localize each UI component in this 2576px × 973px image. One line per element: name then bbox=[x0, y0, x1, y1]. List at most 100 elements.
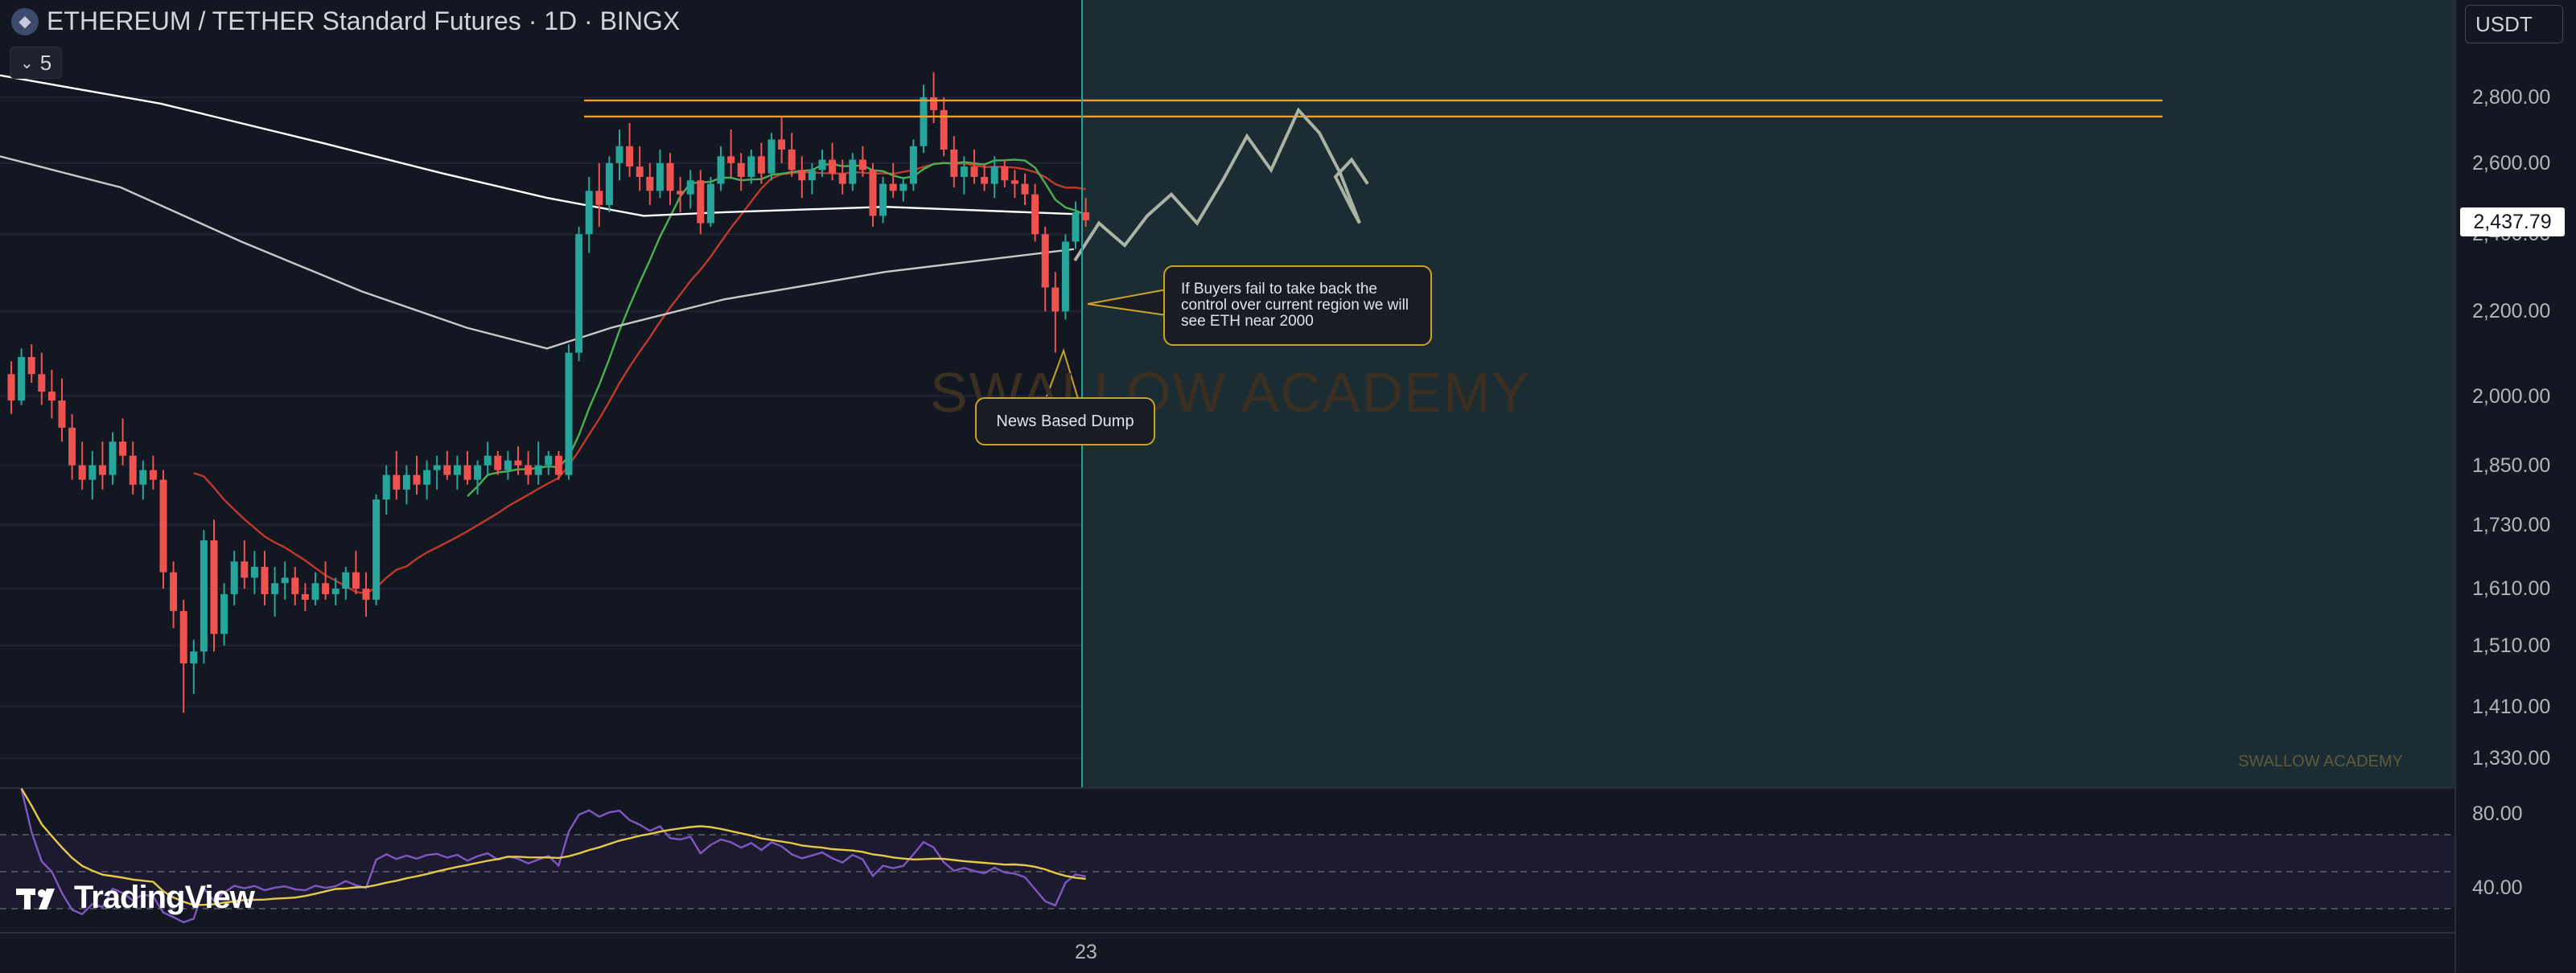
candle bbox=[1001, 159, 1009, 187]
candle bbox=[545, 450, 553, 475]
candle-body bbox=[463, 465, 471, 480]
candle-body bbox=[7, 374, 15, 401]
candle bbox=[291, 566, 299, 606]
currency-button[interactable]: USDT bbox=[2465, 5, 2563, 43]
candle bbox=[889, 162, 897, 199]
candle-body bbox=[393, 474, 401, 490]
candle bbox=[747, 149, 755, 184]
candle bbox=[311, 572, 319, 606]
candle bbox=[230, 551, 238, 606]
candle bbox=[241, 540, 249, 589]
candle bbox=[331, 577, 339, 606]
candle-body bbox=[767, 139, 776, 174]
price-axis-label: 2,200.00 bbox=[2472, 300, 2551, 323]
candle bbox=[281, 561, 289, 600]
candle-body bbox=[575, 234, 583, 353]
candle bbox=[686, 170, 694, 209]
news-dump-callout[interactable]: News Based Dump bbox=[975, 397, 1155, 445]
candle-body bbox=[68, 427, 76, 466]
candle-body bbox=[1051, 287, 1060, 312]
candle bbox=[109, 432, 117, 485]
candle-body bbox=[443, 465, 451, 475]
candle bbox=[788, 133, 796, 177]
candle-body bbox=[656, 162, 664, 191]
candle bbox=[58, 378, 66, 442]
candle bbox=[677, 176, 685, 212]
candle-body bbox=[514, 460, 522, 466]
price-axis-label: 2,000.00 bbox=[2472, 384, 2551, 408]
candle-body bbox=[747, 156, 755, 177]
candle bbox=[1072, 201, 1080, 249]
candle-body bbox=[798, 170, 806, 181]
rsi-ma-line bbox=[20, 787, 1086, 906]
ma-200-line bbox=[0, 74, 1075, 217]
candle bbox=[565, 344, 573, 480]
candle bbox=[1051, 272, 1060, 353]
candle bbox=[1010, 170, 1018, 199]
candle bbox=[372, 495, 381, 606]
candle-body bbox=[960, 166, 968, 177]
candle-body bbox=[484, 455, 492, 466]
candle-body bbox=[362, 589, 370, 600]
candle-body bbox=[98, 465, 106, 475]
candle bbox=[301, 583, 309, 611]
time-axis-label: 23 bbox=[1075, 941, 1097, 963]
candle bbox=[402, 465, 410, 505]
candle-body bbox=[271, 583, 279, 594]
candle-body bbox=[869, 170, 877, 216]
candle bbox=[554, 450, 562, 480]
candle-body bbox=[534, 465, 542, 475]
candle-body bbox=[119, 441, 127, 456]
candle-body bbox=[27, 356, 35, 375]
chart-header: ◆ ETHEREUM / TETHER Standard Futures · 1… bbox=[11, 6, 680, 36]
candle-body bbox=[757, 156, 765, 174]
candle bbox=[68, 413, 76, 480]
candle-body bbox=[322, 583, 330, 594]
candle-body bbox=[423, 470, 431, 485]
buyers-callout[interactable]: If Buyers fail to take back the control … bbox=[1163, 265, 1432, 346]
candles bbox=[7, 72, 1090, 713]
candle-body bbox=[565, 352, 573, 475]
candle bbox=[525, 450, 533, 485]
candle-body bbox=[1061, 241, 1069, 312]
price-axis-label: 1,330.00 bbox=[2472, 747, 2551, 770]
candle-body bbox=[453, 465, 461, 475]
candle bbox=[149, 455, 157, 490]
candle-body bbox=[788, 149, 796, 170]
candle-body bbox=[545, 455, 553, 466]
price-axis-label: 1,510.00 bbox=[2472, 634, 2551, 657]
candle-body bbox=[1001, 166, 1009, 181]
candle-body bbox=[88, 465, 97, 480]
candle-body bbox=[626, 146, 634, 167]
candle-body bbox=[920, 97, 928, 146]
tradingview-logo[interactable]: TradingView bbox=[16, 880, 255, 916]
candle bbox=[78, 441, 86, 490]
candle bbox=[626, 123, 634, 177]
candle bbox=[879, 176, 887, 224]
candle-body bbox=[311, 583, 319, 600]
candle-body bbox=[706, 183, 714, 224]
rsi-axis-label-80: 80.00 bbox=[2472, 803, 2523, 825]
candle-body bbox=[525, 465, 533, 475]
candle-body bbox=[220, 593, 228, 634]
indicator-toggle-button[interactable]: ⌄ 5 bbox=[10, 47, 63, 79]
price-axis-label: 2,800.00 bbox=[2472, 86, 2551, 109]
candle bbox=[47, 369, 56, 419]
candle bbox=[1021, 173, 1029, 206]
candle bbox=[18, 348, 26, 405]
candle bbox=[990, 156, 998, 199]
candle bbox=[504, 450, 512, 480]
candle bbox=[1082, 198, 1090, 228]
ethereum-icon[interactable]: ◆ bbox=[11, 7, 39, 35]
candle bbox=[261, 551, 269, 606]
symbol-title[interactable]: ETHEREUM / TETHER Standard Futures · 1D … bbox=[47, 6, 681, 35]
candle bbox=[869, 162, 877, 228]
candle bbox=[322, 561, 330, 600]
watermark-small: SWALLOW ACADEMY bbox=[2238, 753, 2403, 770]
candle-body bbox=[190, 651, 198, 664]
candle bbox=[960, 156, 968, 195]
candle bbox=[595, 162, 603, 228]
candle bbox=[585, 176, 593, 253]
candle-body bbox=[849, 159, 857, 184]
